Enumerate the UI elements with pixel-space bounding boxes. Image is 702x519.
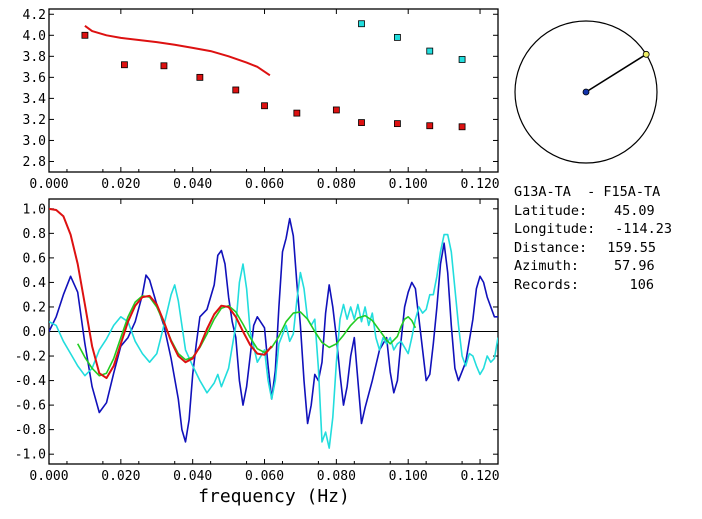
data-point-red (293, 109, 301, 117)
y-tick-label: 4.2 (23, 8, 46, 23)
series-line-green (76, 295, 417, 377)
data-point-red (458, 123, 466, 131)
distance-label: Distance: (514, 239, 588, 256)
y-tick-label: 0.8 (23, 227, 46, 242)
data-point-red (358, 119, 365, 126)
series-line-blue (49, 217, 498, 443)
y-tick-label: -0.8 (15, 423, 46, 438)
x-tick-label: 0.100 (389, 469, 428, 484)
azimuth-label: Azimuth: (514, 258, 580, 275)
y-tick-label: -1.0 (15, 448, 46, 463)
series-line-cyan (49, 233, 498, 449)
dial-end-dot (642, 50, 650, 58)
longitude-label: Longitude: (514, 221, 596, 238)
y-tick-label: 0.2 (23, 300, 46, 315)
data-point-cyan (426, 47, 434, 55)
y-tick-label: 1.0 (23, 202, 46, 217)
data-point-cyan (394, 33, 401, 41)
distance-row: Distance: 159.55 (514, 239, 700, 258)
station-info-panel: G13A-TA - F15A-TA Latitude: 45.09 Longit… (514, 183, 700, 295)
x-tick-label: 0.120 (460, 177, 499, 192)
plot-frame (48, 8, 499, 173)
azimuth-value: 57.96 (614, 258, 655, 275)
x-tick-label: 0.020 (101, 177, 140, 192)
y-tick-label: 3.4 (23, 92, 47, 107)
y-tick-label: 3.0 (23, 134, 46, 149)
data-point-red (160, 62, 168, 70)
dispersion-plot: 0.000 0.020 0.040 0.060 0.080 0.100 0.120 4.2 4.… (23, 8, 500, 192)
x-tick-label: 0.120 (460, 469, 499, 484)
y-tick-label: 3.8 (23, 50, 46, 65)
data-point-red (121, 61, 128, 69)
y-tick-label: 4.0 (23, 29, 46, 44)
x-tick-label: 0.020 (101, 469, 140, 484)
data-point-red (394, 120, 401, 128)
distance-value: 159.55 (607, 239, 656, 256)
dial-circle (514, 20, 658, 164)
y-tick-label: 3.2 (23, 113, 46, 128)
plot-area (49, 207, 498, 449)
data-point-red (261, 102, 268, 110)
data-point-red (232, 86, 240, 94)
x-tick-label: 0.000 (29, 177, 68, 192)
x-tick-label: 0.060 (245, 177, 284, 192)
latitude-label: Latitude: (514, 202, 588, 219)
dial-center-dot (582, 88, 590, 96)
records-value: 106 (629, 276, 654, 293)
station-pair-title: G13A-TA - F15A-TA (514, 184, 661, 200)
azimuth-needle (585, 53, 647, 93)
data-point-red (426, 122, 434, 130)
azimuth-dial (514, 20, 658, 164)
correlation-plot: 0.000 0.020 0.040 0.060 0.080 0.100 0.120 1.0 0.… (15, 198, 500, 484)
records-label: Records: (514, 276, 580, 293)
x-axis-title: frequency (Hz) (198, 486, 350, 507)
y-tick-label: -0.4 (15, 374, 46, 389)
series-line-red (84, 24, 271, 77)
x-tick-label: 0.060 (245, 469, 284, 484)
data-point-red (196, 73, 204, 81)
records-row: Records: 106 (514, 276, 700, 295)
data-point-red (332, 106, 340, 114)
y-tick-label: -0.2 (15, 350, 46, 365)
x-tick-label: 0.000 (29, 469, 68, 484)
y-tick-label: 2.8 (23, 155, 46, 170)
y-tick-label: 0.0 (23, 325, 46, 340)
latitude-value: 45.09 (614, 202, 655, 219)
x-tick-label: 0.040 (173, 177, 212, 192)
data-point-red (81, 31, 89, 39)
series-line-red (49, 207, 273, 380)
longitude-row: Longitude: -114.23 (514, 220, 700, 239)
y-tick-label: -0.6 (15, 399, 46, 414)
azimuth-row: Azimuth: 57.96 (514, 257, 700, 276)
x-tick-label: 0.040 (173, 469, 212, 484)
data-point-cyan (458, 56, 466, 63)
x-tick-label: 0.100 (389, 177, 428, 192)
y-tick-label: 3.6 (23, 71, 46, 86)
y-tick-label: 0.6 (23, 251, 46, 266)
x-tick-label: 0.080 (317, 177, 356, 192)
y-tick-label: 0.4 (23, 276, 47, 291)
data-point-cyan (358, 20, 365, 28)
plot-area (81, 20, 466, 131)
latitude-row: Latitude: 45.09 (514, 202, 700, 221)
longitude-value: -114.23 (615, 221, 672, 238)
x-tick-label: 0.080 (317, 469, 356, 484)
